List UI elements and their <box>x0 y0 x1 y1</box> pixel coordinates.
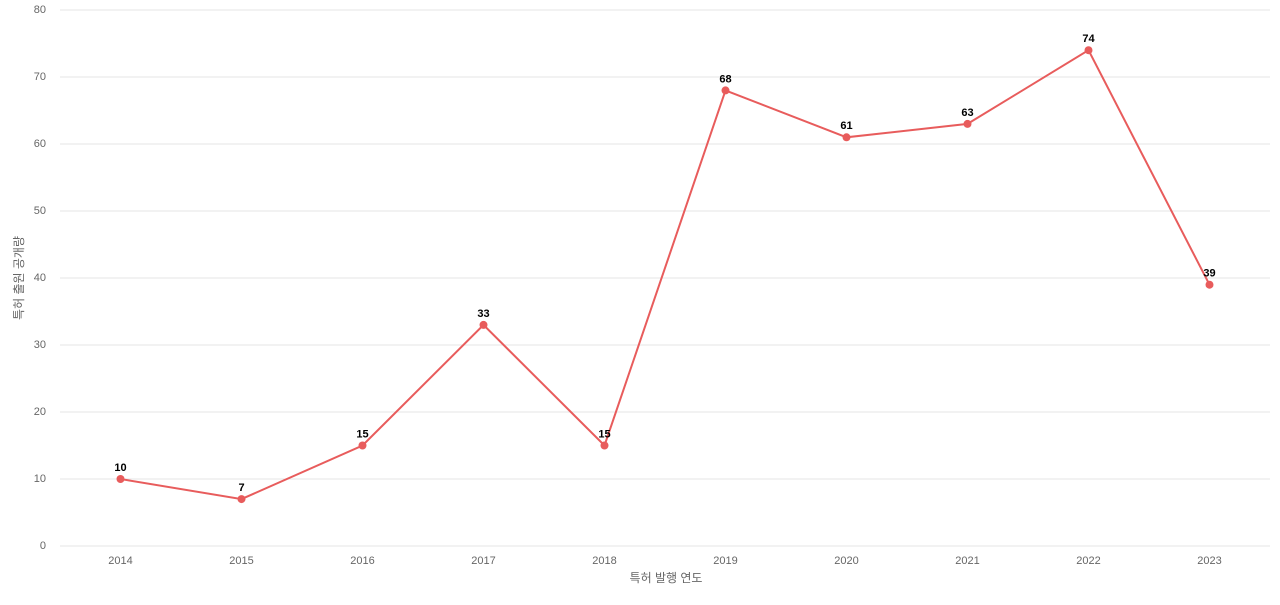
point <box>358 441 367 450</box>
x-tick-label: 2023 <box>1197 555 1221 567</box>
point <box>721 86 730 95</box>
x-tick-label: 2019 <box>713 555 737 567</box>
y-tick-label: 20 <box>34 406 46 418</box>
x-tick-label: 2015 <box>229 555 253 567</box>
value-label: 10 <box>114 462 126 474</box>
x-tick-label: 2014 <box>108 555 132 567</box>
value-label: 39 <box>1203 268 1215 280</box>
point <box>1084 46 1093 55</box>
point <box>1205 280 1214 289</box>
line <box>120 48 1211 501</box>
x-tick-label: 2021 <box>955 555 979 567</box>
x-tick-label: 2017 <box>471 555 495 567</box>
x-tick-label: 2016 <box>350 555 374 567</box>
value-label: 68 <box>719 73 731 85</box>
x-tick-label: 2018 <box>592 555 616 567</box>
value-label: 74 <box>1082 33 1095 45</box>
y-tick-label: 70 <box>34 71 46 83</box>
x-axis-title: 특허 발행 연도 <box>630 570 703 585</box>
x-tick-label: 2022 <box>1076 555 1100 567</box>
value-label: 33 <box>477 308 489 320</box>
value-label: 61 <box>840 120 852 132</box>
y-axis-title: 특허 출원 공개량 <box>12 236 26 320</box>
y-tick-label: 0 <box>40 540 46 552</box>
point <box>842 133 851 142</box>
value-label: 63 <box>961 107 973 119</box>
point <box>237 495 246 504</box>
y-tick-label: 80 <box>34 4 46 16</box>
point <box>963 119 972 128</box>
y-tick-label: 10 <box>34 473 46 485</box>
y-tick-label: 30 <box>34 339 46 351</box>
value-label: 15 <box>598 428 610 440</box>
y-tick-label: 40 <box>34 272 46 284</box>
value-label: 15 <box>356 428 368 440</box>
y-tick-label: 60 <box>34 138 46 150</box>
y-tick-label: 50 <box>34 205 46 217</box>
point <box>479 320 488 329</box>
value-label: 7 <box>238 482 244 494</box>
x-tick-label: 2020 <box>834 555 858 567</box>
point <box>600 441 609 450</box>
point <box>116 475 125 483</box>
